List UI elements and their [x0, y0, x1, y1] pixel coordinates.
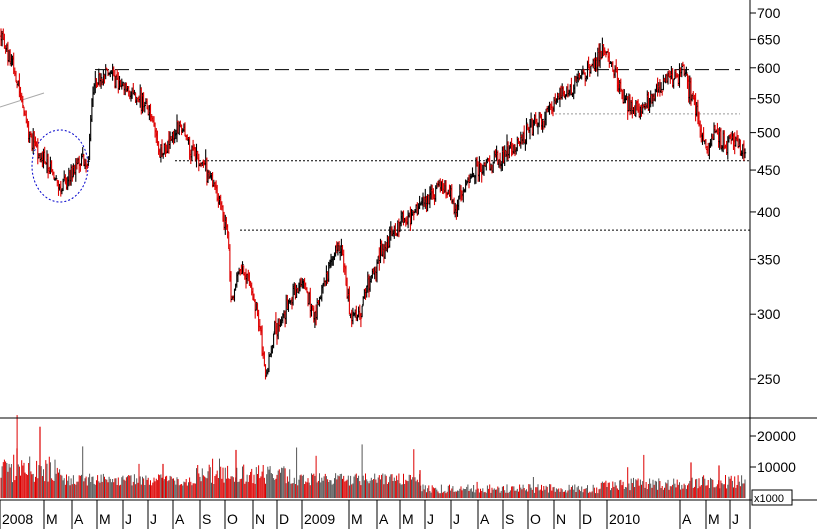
- x-tick-label: M: [351, 511, 363, 527]
- x-tick-label: O: [530, 511, 541, 527]
- x-tick-label: O: [227, 511, 238, 527]
- x-tick-label: A: [379, 511, 389, 527]
- x-tick-label: A: [682, 511, 692, 527]
- volume-tick-label: 20000: [757, 428, 796, 444]
- x-tick-label: N: [255, 511, 265, 527]
- x-tick-label: M: [99, 511, 111, 527]
- volume-unit-box: [751, 489, 793, 506]
- price-tick-label: 300: [757, 306, 781, 322]
- x-tick-label: J: [125, 511, 132, 527]
- x-tick-label: A: [480, 511, 490, 527]
- price-tick-label: 550: [757, 91, 781, 107]
- x-tick-label: 2009: [304, 511, 335, 527]
- x-tick-label: S: [202, 511, 211, 527]
- volume-panel: [0, 415, 746, 498]
- price-tick-label: 400: [757, 204, 781, 220]
- x-tick-label: M: [46, 511, 58, 527]
- x-tick-label: D: [582, 511, 592, 527]
- x-tick-label: N: [556, 511, 566, 527]
- x-tick-label: D: [279, 511, 289, 527]
- x-tick-label: M: [402, 511, 414, 527]
- price-tick-label: 500: [757, 125, 781, 141]
- price-tick-label: 250: [757, 371, 781, 387]
- price-tick-label: 700: [757, 5, 781, 21]
- price-tick-label: 350: [757, 251, 781, 267]
- volume-unit-label: x1000: [754, 493, 784, 505]
- x-tick-label: M: [708, 511, 720, 527]
- x-tick-label: J: [732, 511, 739, 527]
- x-tick-label: A: [74, 511, 84, 527]
- price-tick-label: 600: [757, 60, 781, 76]
- volume-tick-label: 10000: [757, 459, 796, 475]
- x-tick-label: J: [427, 511, 434, 527]
- price-panel: [0, 28, 750, 380]
- x-tick-label: 2008: [2, 511, 33, 527]
- x-tick-label: J: [150, 511, 157, 527]
- x-tick-label: 2010: [609, 511, 640, 527]
- x-tick-label: J: [453, 511, 460, 527]
- x-tick-label: S: [505, 511, 514, 527]
- price-tick-label: 650: [757, 31, 781, 47]
- price-tick-label: 450: [757, 162, 781, 178]
- x-tick-label: A: [175, 511, 185, 527]
